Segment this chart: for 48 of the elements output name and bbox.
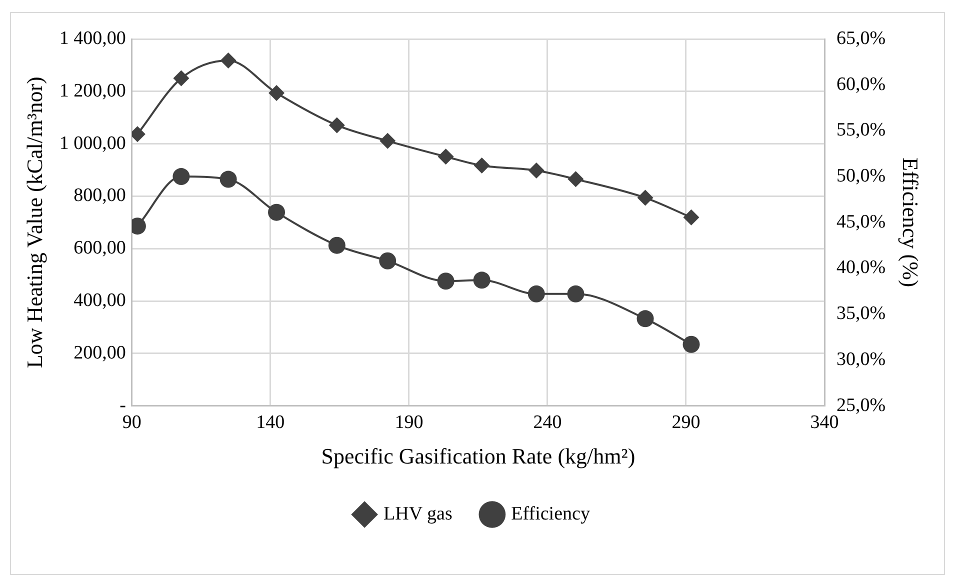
point xyxy=(220,52,236,68)
point xyxy=(683,209,700,226)
point xyxy=(473,272,490,289)
y2-tick-label: 55,0% xyxy=(836,120,886,141)
point xyxy=(567,285,584,302)
y2-tick-label: 45,0% xyxy=(836,211,886,232)
point xyxy=(268,204,286,221)
point xyxy=(528,162,544,179)
point xyxy=(568,171,584,188)
x-tick-label: 190 xyxy=(394,412,424,434)
x-tick-label: 240 xyxy=(533,412,562,434)
y2-tick-label: 40,0% xyxy=(836,257,886,278)
y2-tick-label: 65,0% xyxy=(836,28,886,49)
y-tick-label: 800,00 xyxy=(74,185,126,206)
y2-tick-label: 60,0% xyxy=(836,74,886,95)
point xyxy=(328,236,346,254)
point xyxy=(380,132,396,149)
x-tick-label: 340 xyxy=(810,412,839,434)
point xyxy=(528,285,545,302)
point xyxy=(268,84,285,101)
point xyxy=(379,252,396,270)
legend-label: Efficiency xyxy=(511,503,590,524)
x-tick-label: 140 xyxy=(256,412,285,434)
point xyxy=(637,190,654,206)
y-tick-label: 1 400,00 xyxy=(59,28,126,49)
point xyxy=(474,158,490,174)
legend-label: LHV gas xyxy=(384,503,452,524)
point xyxy=(437,272,454,290)
point xyxy=(438,148,454,165)
y2-tick-label: 30,0% xyxy=(836,348,886,370)
y-tick-label: 1 200,00 xyxy=(59,80,126,102)
y-axis-title: Low Heating Value (kCal/m³nor) xyxy=(22,76,47,368)
point xyxy=(682,336,700,353)
y-tick-label: 600,00 xyxy=(74,238,126,259)
y-tick-label: 1 000,00 xyxy=(59,132,126,154)
y2-tick-label: 50,0% xyxy=(836,166,886,187)
x-tick-label: 290 xyxy=(672,412,700,434)
y2-axis-title: Efficiency (%) xyxy=(898,158,924,288)
y2-tick-label: 25,0% xyxy=(836,394,886,416)
point xyxy=(173,70,190,86)
x-axis-title: Specific Gasification Rate (kg/hm²) xyxy=(321,444,636,469)
y-tick-label: 400,00 xyxy=(74,290,126,311)
point xyxy=(328,117,345,134)
y-tick-label: 200,00 xyxy=(74,342,126,364)
point xyxy=(220,170,237,188)
point xyxy=(636,310,654,328)
y2-tick-label: 35,0% xyxy=(836,303,886,324)
point xyxy=(172,168,190,186)
